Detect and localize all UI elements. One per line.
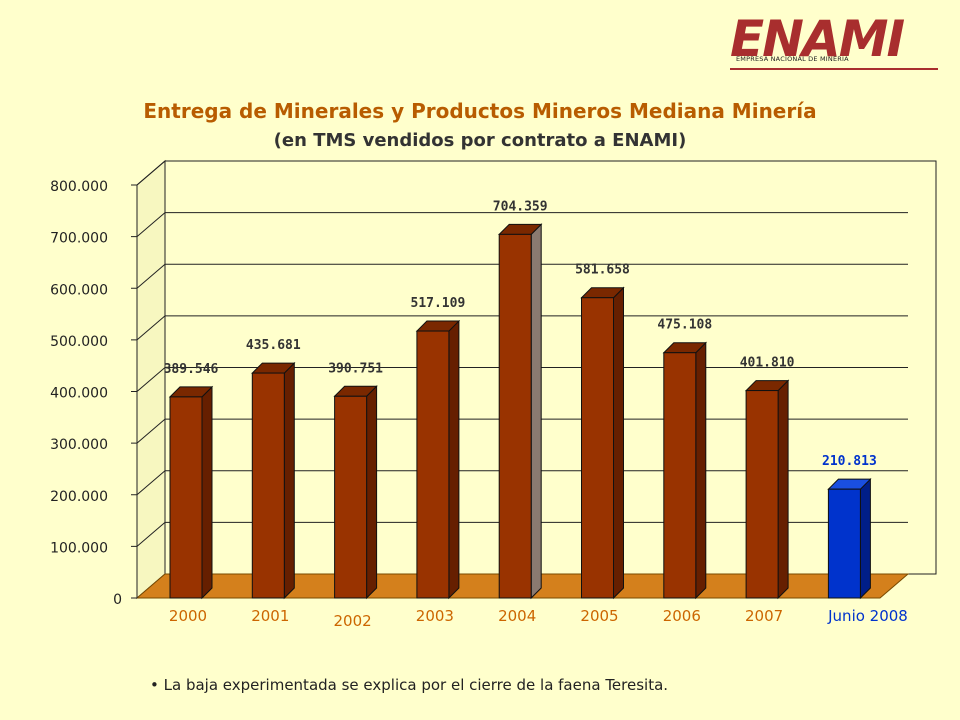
y-tick-label: 600.000 [50, 282, 108, 298]
value-label: 389.546 [164, 362, 219, 377]
bar-front [334, 395, 368, 599]
x-tick-label: Junio 2008 [827, 607, 908, 625]
bar-side [201, 385, 213, 600]
grid-line-side [136, 418, 166, 444]
bar-side [777, 379, 789, 600]
bar-side [530, 223, 542, 600]
bar [497, 223, 543, 600]
bar-side [613, 286, 624, 600]
logo-underline [730, 68, 938, 70]
value-label: 581.658 [575, 263, 630, 278]
bar-front [251, 372, 285, 599]
x-tick-label: 2005 [580, 607, 618, 625]
value-labels: 389.546 435.681 390.751 517.109 704.359 581.6… [164, 199, 877, 469]
footnote: • La baja experimentada se explica por e… [150, 676, 668, 694]
value-label: 475.108 [657, 318, 712, 333]
bar [662, 341, 708, 600]
bar [744, 379, 790, 600]
bar-side [366, 385, 378, 600]
enami-logo: ENAMI EMPRESA NACIONAL DE MINERIA [730, 12, 942, 70]
grid-line-side [136, 160, 166, 186]
bar [168, 385, 214, 600]
logo-word: ENAMI [730, 10, 905, 68]
y-tick-label: 200.000 [50, 489, 108, 505]
y-tick-label: 0 [113, 592, 122, 608]
grid-line-side [136, 521, 166, 547]
footnote-text: La baja experimentada se explica por el … [163, 676, 669, 694]
bar [333, 385, 378, 600]
value-label: 435.681 [246, 338, 301, 353]
bar [415, 319, 461, 600]
y-tick-label: 500.000 [50, 334, 108, 350]
logo-tagline: EMPRESA NACIONAL DE MINERIA [736, 55, 849, 63]
value-label: 704.359 [493, 199, 548, 214]
x-tick-label: 2002 [334, 612, 372, 630]
chart-title: Entrega de Minerales y Productos Mineros… [143, 99, 817, 123]
value-label: 390.751 [328, 361, 383, 376]
x-tick-label: 2003 [416, 607, 454, 625]
y-tick-label: 400.000 [50, 386, 108, 402]
grid-line-side [136, 315, 166, 341]
bar-front [416, 330, 450, 599]
bars [168, 223, 872, 600]
value-label: 517.109 [411, 296, 466, 311]
chart-subtitle: (en TMS vendidos por contrato a ENAMI) [273, 130, 687, 151]
bar-side [695, 341, 707, 600]
grid-line-side [136, 212, 166, 238]
bar-front [663, 352, 697, 599]
bar-chart: 0 100.000 200.000 300.000 400.000 500.000 600.… [50, 159, 937, 630]
x-axis-labels: 2000 2001 2002 2003 2004 2005 2006 2007 Junio 20… [169, 607, 908, 630]
y-tick-label: 100.000 [50, 540, 108, 556]
bar [580, 286, 625, 600]
y-tick-label: 700.000 [50, 231, 108, 247]
y-axis: 0 100.000 200.000 300.000 400.000 500.000 600.… [50, 179, 138, 608]
x-tick-label: 2001 [251, 607, 289, 625]
bar-front [827, 488, 861, 599]
bullet-icon: • [150, 676, 164, 694]
y-tick-label: 800.000 [50, 179, 108, 195]
x-tick-label: 2000 [169, 607, 207, 625]
x-tick-label: 2007 [745, 607, 783, 625]
bar-side [859, 477, 871, 600]
grid-line-side [136, 367, 166, 392]
bar-front [745, 390, 779, 599]
y-tick-label: 300.000 [50, 437, 108, 453]
bar [251, 361, 296, 600]
bar-front [581, 297, 614, 599]
bar-front [169, 396, 203, 599]
value-label: 401.810 [740, 356, 795, 371]
bar-side [448, 319, 460, 600]
x-tick-label: 2004 [498, 607, 536, 625]
grid-line-side [136, 263, 166, 289]
grid-line-side [136, 470, 166, 496]
bar [827, 477, 872, 600]
bar-side [283, 361, 295, 600]
x-tick-label: 2006 [663, 607, 701, 625]
value-label: 210.813 [822, 454, 877, 469]
bar-front [498, 233, 532, 599]
